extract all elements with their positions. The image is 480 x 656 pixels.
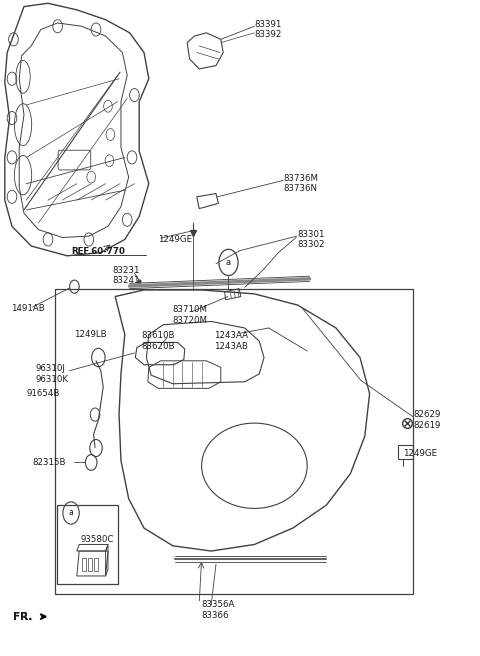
Text: 1249LB: 1249LB (74, 330, 107, 339)
Text: 93580C: 93580C (81, 535, 114, 544)
Text: 1243AA
1243AB: 1243AA 1243AB (214, 331, 248, 351)
Text: 82315B: 82315B (33, 458, 66, 467)
Text: 83301
83302: 83301 83302 (298, 230, 325, 249)
Bar (55, 289, 413, 594)
Text: 1491AB: 1491AB (11, 304, 44, 313)
Bar (398, 445, 413, 459)
Text: a: a (69, 508, 73, 518)
Bar (88, 558, 92, 571)
Bar (94, 558, 98, 571)
Text: 91654B: 91654B (26, 389, 60, 398)
Text: 82629
82619: 82629 82619 (414, 410, 441, 430)
Text: FR.: FR. (13, 611, 33, 622)
Text: 96310J
96310K: 96310J 96310K (36, 364, 69, 384)
Text: 83391
83392: 83391 83392 (254, 20, 282, 39)
Text: 1249GE: 1249GE (158, 235, 192, 244)
Text: 83610B
83620B: 83610B 83620B (142, 331, 175, 351)
Text: 83710M
83720M: 83710M 83720M (173, 305, 208, 325)
Text: REF.60-770: REF.60-770 (71, 247, 125, 256)
Bar (57, 505, 118, 584)
Text: 83356A
83366: 83356A 83366 (202, 600, 235, 620)
Text: 83231
83241: 83231 83241 (113, 266, 140, 285)
Text: a: a (226, 258, 231, 267)
Text: FR.: FR. (13, 611, 33, 622)
Text: 1249GE: 1249GE (403, 449, 437, 459)
Text: 83736M
83736N: 83736M 83736N (283, 174, 318, 194)
Bar (82, 558, 86, 571)
